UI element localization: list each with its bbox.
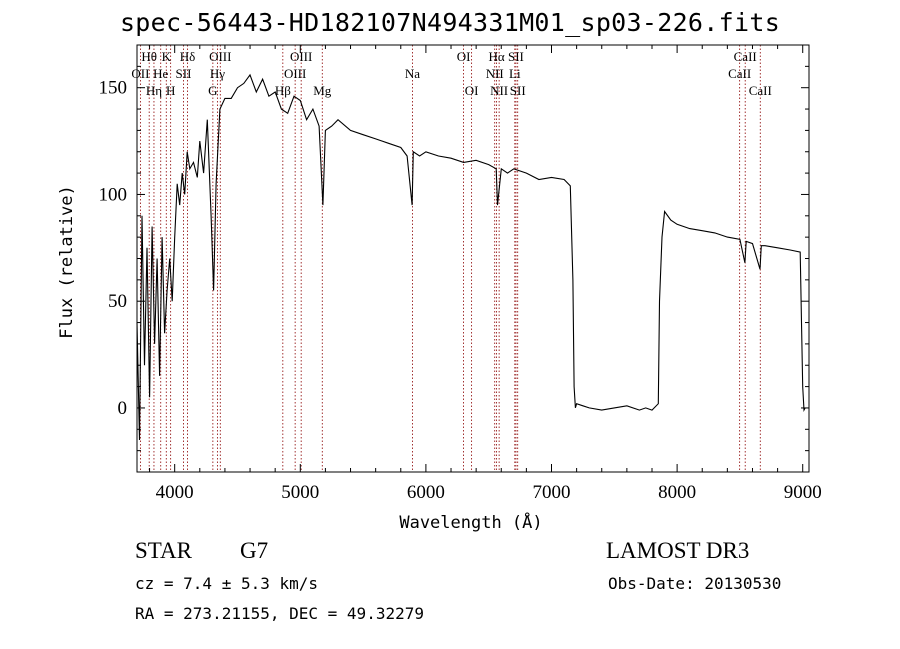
x-tick-label: 8000 [658,482,696,503]
subclass: G7 [240,538,269,563]
line-marker-label: NII [490,83,508,98]
line-marker-label: He [153,66,168,81]
plot-frame [136,44,810,473]
line-marker-label: CaII [728,66,751,81]
line-marker-label: Hθ [141,49,157,64]
line-marker-label: Na [405,66,420,81]
object-class: STAR [135,538,192,563]
y-axis-ticks: 0 50 100 150 [99,65,809,452]
spectrum-line [136,73,806,441]
survey-name: LAMOST DR3 [606,538,750,563]
line-marker-label: OI [465,83,479,98]
line-marker-label: SII [510,83,526,98]
line-marker-label: Hβ [275,83,291,98]
line-marker-label: Hδ [180,49,196,64]
line-marker-label: SII [176,66,192,81]
line-marker-label: OII [131,66,149,81]
y-axis-label: Flux (relative) [57,185,77,339]
line-marker-label: OIII [284,66,306,81]
x-tick-label: 9000 [784,482,822,503]
obs-date: Obs-Date: 20130530 [608,574,782,593]
x-axis-ticks: 4000 5000 6000 7000 8000 9000 [149,45,822,503]
line-marker-label: NII [486,66,504,81]
x-axis-label: Wavelength (Å) [399,511,542,533]
line-marker-label: Hα [489,49,505,64]
line-marker-labels: Hθ OII Hη K He H Hδ SII OIII Hγ G OIII OIII Hβ Mg Na OI O… [131,49,771,98]
x-tick-label: 5000 [281,482,319,503]
line-marker-label: G [208,83,217,98]
line-marker-label: Hη [146,83,162,98]
x-tick-label: 7000 [533,482,571,503]
coordinates: RA = 273.21155, DEC = 49.32279 [135,604,424,623]
x-tick-label: 4000 [156,482,194,503]
redshift-cz: cz = 7.4 ± 5.3 km/s [135,574,319,593]
line-marker-label: CaII [734,49,757,64]
line-marker-label: SII [508,49,524,64]
line-marker-label: CaII [749,83,772,98]
y-tick-label: 50 [108,291,127,312]
line-marker-label: Li [509,66,521,81]
line-markers [139,45,761,472]
line-marker-label: H [166,83,175,98]
y-tick-label: 150 [99,78,128,99]
line-marker-label: Hγ [210,66,225,81]
line-marker-label: K [162,49,172,64]
line-marker-label: OIII [290,49,312,64]
x-tick-label: 6000 [407,482,445,503]
y-tick-label: 100 [99,184,128,205]
y-tick-label: 0 [118,398,128,419]
line-marker-label: OI [457,49,471,64]
line-marker-label: OIII [209,49,231,64]
chart-title: spec-56443-HD182107N494331M01_sp03-226.f… [119,8,781,37]
line-marker-label: Mg [313,83,332,98]
